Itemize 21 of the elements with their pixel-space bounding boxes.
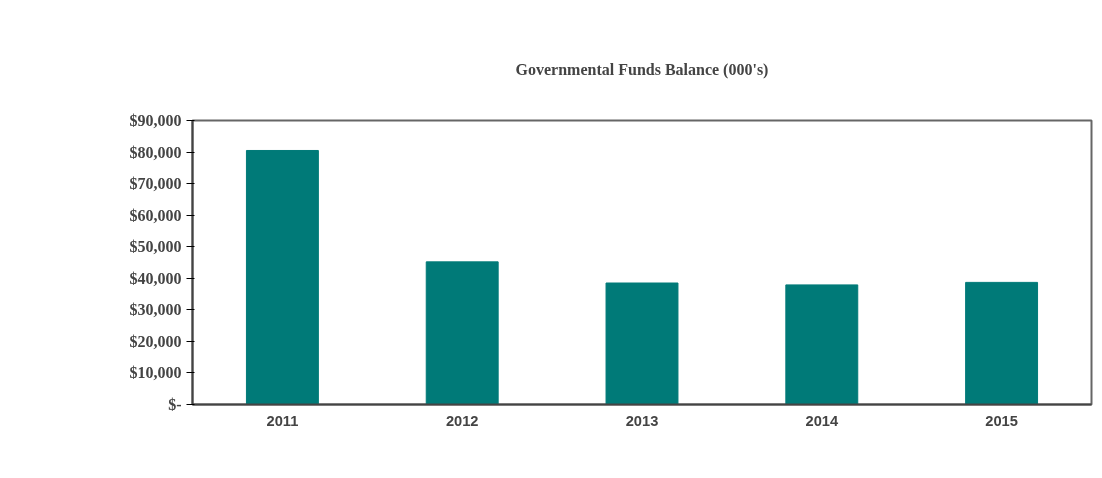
y-tick-label: $20,000 — [129, 332, 182, 350]
y-tick-label: $70,000 — [129, 175, 182, 193]
y-tick-label: $90,000 — [129, 112, 182, 129]
x-tick-label: 2014 — [805, 412, 839, 429]
y-tick-label: $40,000 — [129, 269, 182, 287]
y-tick-label: $30,000 — [129, 301, 182, 319]
bar — [425, 261, 499, 405]
y-tick-label: $50,000 — [129, 238, 182, 256]
x-tick-label: 2012 — [445, 412, 479, 429]
y-tick-label: $80,000 — [129, 143, 182, 161]
bar — [605, 282, 679, 405]
bar — [245, 149, 319, 405]
bar — [965, 281, 1039, 405]
chart-title: Governmental Funds Balance (000's) — [515, 61, 769, 79]
x-tick-label: 2011 — [266, 412, 299, 429]
x-tick-label: 2015 — [985, 412, 1018, 429]
x-tick-label: 2013 — [625, 412, 659, 429]
y-tick-label: $- — [168, 396, 182, 413]
y-tick-label: $60,000 — [129, 206, 182, 224]
y-tick-label: $10,000 — [129, 364, 182, 382]
bar — [785, 284, 859, 405]
